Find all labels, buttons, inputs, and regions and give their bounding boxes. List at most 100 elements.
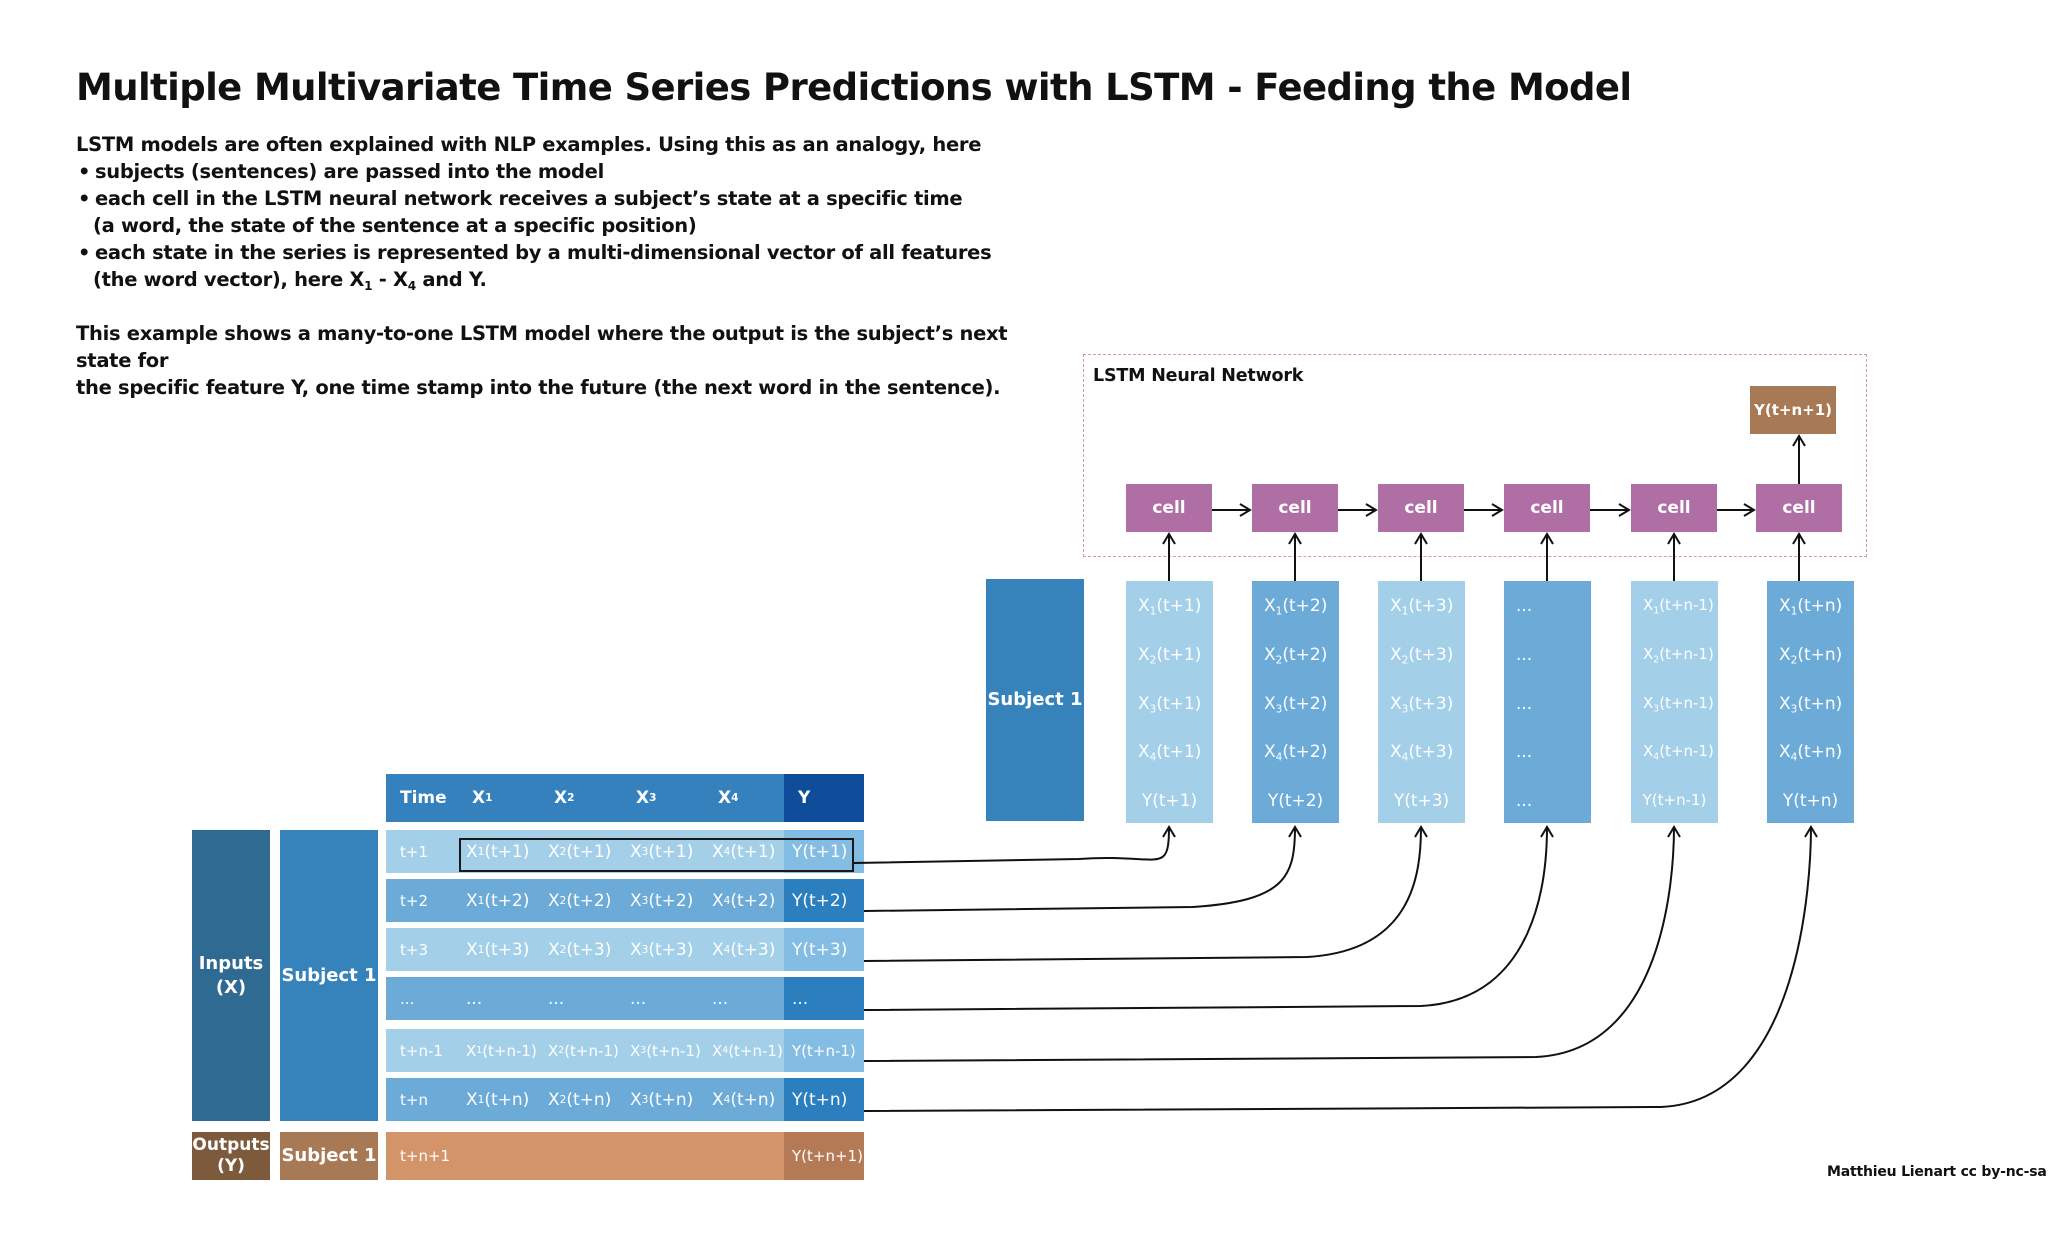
network-x1-value: X1(t+n-1) xyxy=(1643,596,1714,617)
table-x1-cell: X 1 (t+1) xyxy=(466,841,530,862)
table-y-cell: Y(t+1) xyxy=(792,841,848,862)
network-x1-value: X1(t+2) xyxy=(1264,596,1328,618)
network-x1-value: X1(t+1) xyxy=(1138,596,1202,618)
table-y-cell: Y(t+2) xyxy=(792,890,848,911)
row-to-column-arrow xyxy=(863,825,1428,962)
network-x4-value: X4(t+1) xyxy=(1138,742,1202,764)
table-x1-cell: X 1 (t+3) xyxy=(466,939,530,960)
table-y-cell: Y(t+n-1) xyxy=(792,1041,856,1060)
network-x2-value: X2(t+2) xyxy=(1264,645,1328,667)
table-row-y-bg xyxy=(784,1029,864,1072)
subject-label: Subject 1 xyxy=(280,830,378,1121)
table-row-y-bg xyxy=(784,830,864,873)
table-x2-cell: X 2 (t+n) xyxy=(548,1089,612,1110)
intro-text: LSTM models are often explained with NLP… xyxy=(76,131,1036,401)
table-x2-cell: X 2 (t+3) xyxy=(548,939,612,960)
network-y-value: ... xyxy=(1516,791,1533,811)
lstm-cell: cell xyxy=(1631,484,1717,532)
row-to-column-arrow xyxy=(863,825,1818,1112)
table-y-cell: Y(t+3) xyxy=(792,939,848,960)
table-x4-cell: X 4 (t+n-1) xyxy=(712,1041,783,1060)
network-y-value: Y(t+3) xyxy=(1393,791,1450,811)
table-time-cell: ... xyxy=(400,989,415,1008)
network-x3-value: X3(t+2) xyxy=(1264,694,1328,716)
table-row-bg xyxy=(386,830,784,873)
network-x4-value: X4(t+2) xyxy=(1264,742,1328,764)
table-row-bg xyxy=(386,1029,784,1072)
row-to-column-arrow xyxy=(863,825,1302,912)
table-row-bg xyxy=(386,1078,784,1121)
network-output: Y(t+n+1) xyxy=(1750,386,1836,434)
network-x2-value: X2(t+3) xyxy=(1390,645,1454,667)
table-x4-cell: X 4 (t+1) xyxy=(712,841,776,862)
table-x2-cell: X 2 (t+1) xyxy=(548,841,612,862)
credit: Matthieu Lienart cc by-nc-sa xyxy=(1827,1164,2047,1180)
bullet-item: • each state in the series is represented… xyxy=(78,241,992,264)
network-x2-value: X2(t+n-1) xyxy=(1643,645,1714,666)
network-input-column: X1(t+3) X2(t+3) X3(t+3) X4(t+3) Y(t+3) xyxy=(1378,581,1465,823)
network-input-column: X1(t+n) X2(t+n) X3(t+n) X4(t+n) Y(t+n) xyxy=(1767,581,1854,823)
network-y-value: Y(t+n) xyxy=(1782,791,1839,811)
table-row-y-bg xyxy=(784,928,864,971)
table-time-cell: t+n-1 xyxy=(400,1041,443,1060)
network-x3-value: X3(t+1) xyxy=(1138,694,1202,716)
table-x3-cell: X 3 (t+1) xyxy=(630,841,694,862)
network-x2-value: X2(t+1) xyxy=(1138,645,1202,667)
network-x3-value: X3(t+n-1) xyxy=(1643,694,1714,715)
network-x1-value: X1(t+3) xyxy=(1390,596,1454,618)
table-header-time: Time xyxy=(400,788,447,808)
table-x3-cell: X 3 (t+n-1) xyxy=(630,1041,701,1060)
output-y-cell: Y(t+n+1) xyxy=(792,1147,863,1165)
network-x4-value: X4(t+3) xyxy=(1390,742,1454,764)
table-x3-cell: X 3 (t+2) xyxy=(630,890,694,911)
subject-output-label: Subject 1 xyxy=(280,1132,378,1180)
table-x3-cell: ... xyxy=(630,988,647,1009)
network-input-column: X1(t+n-1) X2(t+n-1) X3(t+n-1) X4(t+n-1) Y(t+… xyxy=(1631,581,1718,823)
network-x4-value: X4(t+n-1) xyxy=(1643,742,1714,763)
table-x1-cell: ... xyxy=(466,988,483,1009)
table-row-y-bg xyxy=(784,879,864,922)
network-x4-value: ... xyxy=(1516,742,1533,762)
row-to-column-arrow xyxy=(853,825,1176,864)
table-x3-cell: X 3 (t+3) xyxy=(630,939,694,960)
table-y-cell: ... xyxy=(792,988,809,1009)
table-row-bg xyxy=(386,879,784,922)
lstm-cell: cell xyxy=(1378,484,1464,532)
table-row-y-bg xyxy=(784,977,864,1020)
table-x1-cell: X 1 (t+2) xyxy=(466,890,530,911)
network-x3-value: X3(t+3) xyxy=(1390,694,1454,716)
network-y-value: Y(t+2) xyxy=(1267,791,1324,811)
table-x4-cell: X 4 (t+3) xyxy=(712,939,776,960)
table-x1-cell: X 1 (t+n) xyxy=(466,1089,530,1110)
output-row-y-bg xyxy=(784,1132,864,1180)
output-row-bg xyxy=(386,1132,784,1180)
lstm-cell: cell xyxy=(1126,484,1212,532)
table-time-cell: t+2 xyxy=(400,891,428,910)
lstm-network-title: LSTM Neural Network xyxy=(1093,366,1304,386)
lstm-network-box xyxy=(1083,354,1867,557)
table-time-cell: t+3 xyxy=(400,940,428,959)
row-to-column-arrow xyxy=(863,825,1681,1062)
table-x4-cell: X 4 (t+2) xyxy=(712,890,776,911)
table-row-y-bg xyxy=(784,1078,864,1121)
table-x4-cell: ... xyxy=(712,988,729,1009)
network-x1-value: X1(t+n) xyxy=(1779,596,1843,618)
table-row-bg xyxy=(386,977,784,1020)
network-y-value: Y(t+1) xyxy=(1141,791,1198,811)
table-time-cell: t+n xyxy=(400,1090,428,1109)
network-x2-value: X2(t+n) xyxy=(1779,645,1843,667)
network-x3-value: X3(t+n) xyxy=(1779,694,1843,716)
table-x1-cell: X 1 (t+n-1) xyxy=(466,1041,537,1060)
intro-paragraph-2: This example shows a many-to-one LSTM mo… xyxy=(76,322,1008,399)
output-time-cell: t+n+1 xyxy=(400,1147,451,1165)
network-input-column: ............... xyxy=(1504,581,1591,823)
intro-line: LSTM models are often explained with NLP… xyxy=(76,133,982,156)
page-title: Multiple Multivariate Time Series Predic… xyxy=(76,66,1632,109)
table-header-y-bg xyxy=(784,774,864,822)
table-row-bg xyxy=(386,928,784,971)
table-x4-cell: X 4 (t+n) xyxy=(712,1089,776,1110)
network-input-column: X1(t+2) X2(t+2) X3(t+2) X4(t+2) Y(t+2) xyxy=(1252,581,1339,823)
